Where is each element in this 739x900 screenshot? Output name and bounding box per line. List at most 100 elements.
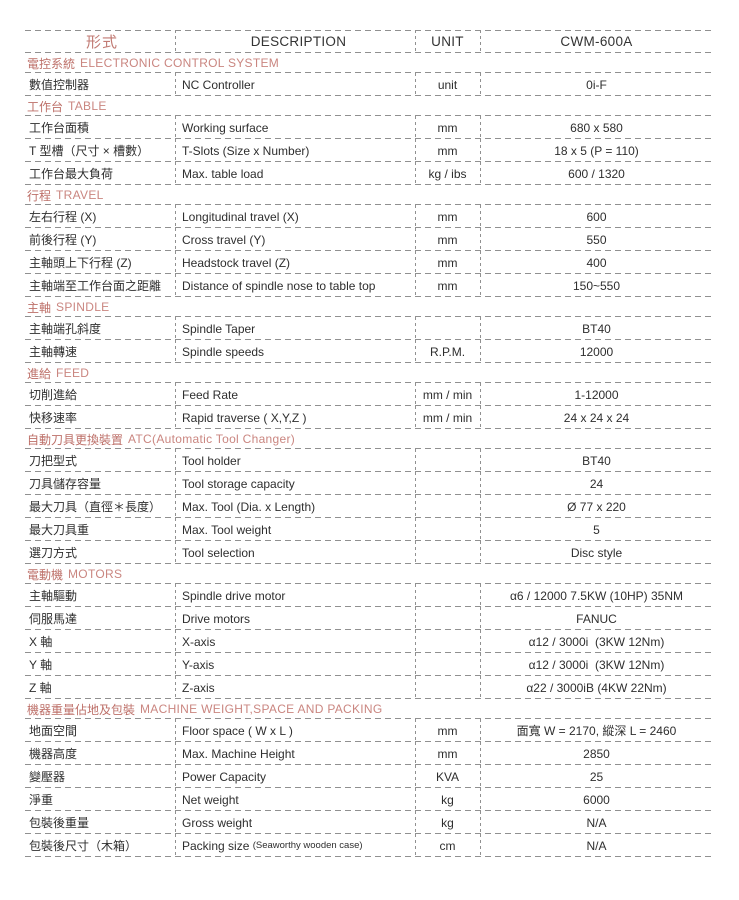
row-label: 包裝後重量	[29, 816, 90, 830]
row-value: 18 x 5 (P = 110)	[480, 139, 713, 162]
row-value: 24 x 24 x 24	[480, 406, 713, 429]
row-unit	[415, 541, 480, 564]
row-label: 主軸端孔斜度	[29, 322, 102, 336]
spec-row: 工作台最大負荷 Max. table load kg / ibs 600 / 1320	[25, 162, 713, 185]
spec-row: 地面空間 Floor space ( W x L ) mm 面寬 W = 2170, …	[25, 719, 713, 742]
row-description: Tool storage capacity	[175, 472, 415, 495]
row-description: Tool selection	[175, 541, 415, 564]
row-unit	[415, 653, 480, 676]
row-label: 工作台最大負荷	[29, 167, 114, 181]
spec-row: 機器高度 Max. Machine Height mm 2850	[25, 742, 713, 765]
row-label: T 型槽（尺寸 × 槽數）	[29, 144, 150, 158]
section-title-zh: 機器重量佔地及包裝	[27, 702, 136, 717]
row-description: Spindle Taper	[175, 317, 415, 340]
row-unit: mm	[415, 742, 480, 765]
row-description: Gross weight	[175, 811, 415, 834]
row-description: Headstock travel (Z)	[175, 251, 415, 274]
row-unit: kg	[415, 788, 480, 811]
row-unit	[415, 495, 480, 518]
row-label: X 軸	[29, 635, 53, 649]
row-label: 主軸轉速	[29, 345, 78, 359]
section-title-zh: 電動機	[27, 567, 64, 582]
row-label: 伺服馬達	[29, 612, 78, 626]
row-unit: mm	[415, 139, 480, 162]
row-description: Packing size (Seaworthy wooden case)	[175, 834, 415, 857]
spec-row: Y 軸 Y-axis α12 / 3000i (3KW 12Nm)	[25, 653, 713, 676]
spec-row: T 型槽（尺寸 × 槽數） T-Slots (Size x Number) mm 18…	[25, 139, 713, 162]
spec-row: 刀把型式 Tool holder BT40	[25, 449, 713, 472]
spec-row: X 軸 X-axis α12 / 3000i (3KW 12Nm)	[25, 630, 713, 653]
spec-row: 最大刀具重 Max. Tool weight 5	[25, 518, 713, 541]
row-label: 刀把型式	[29, 454, 78, 468]
row-value: N/A	[480, 811, 713, 834]
row-value: 600 / 1320	[480, 162, 713, 185]
section-header-row: 工作台 TABLE	[25, 96, 713, 116]
row-description: Distance of spindle nose to table top	[175, 274, 415, 297]
row-value: BT40	[480, 449, 713, 472]
section-header-row: 進給 FEED	[25, 363, 713, 383]
row-description: Max. Machine Height	[175, 742, 415, 765]
row-description: Power Capacity	[175, 765, 415, 788]
row-description: Rapid traverse ( X,Y,Z )	[175, 406, 415, 429]
row-description: Drive motors	[175, 607, 415, 630]
row-label: 淨重	[29, 793, 54, 807]
table-body: 電控系統 ELECTRONIC CONTROL SYSTEM 數值控制器 NC Con…	[25, 53, 713, 857]
row-unit	[415, 630, 480, 653]
row-value: 25	[480, 765, 713, 788]
row-value: 0i-F	[480, 73, 713, 96]
section-title-zh: 進給	[27, 366, 52, 381]
spec-row: 選刀方式 Tool selection Disc style	[25, 541, 713, 564]
spec-row: 左右行程 (X) Longitudinal travel (X) mm 600	[25, 205, 713, 228]
row-label: 選刀方式	[29, 546, 78, 560]
row-description: Cross travel (Y)	[175, 228, 415, 251]
spec-row: 主軸驅動 Spindle drive motor α6 / 12000 7.5KW …	[25, 584, 713, 607]
spec-row: 包裝後尺寸（木箱） Packing size (Seaworthy wooden …	[25, 834, 713, 857]
row-unit: mm / min	[415, 383, 480, 406]
spec-row: 刀具儲存容量 Tool storage capacity 24	[25, 472, 713, 495]
spec-row: 伺服馬達 Drive motors FANUC	[25, 607, 713, 630]
row-unit: mm	[415, 251, 480, 274]
section-title-zh: 自動刀具更換裝置	[27, 432, 124, 447]
row-label: 最大刀具重	[29, 523, 90, 537]
row-label: 變壓器	[29, 770, 66, 784]
row-unit: unit	[415, 73, 480, 96]
row-unit: mm	[415, 205, 480, 228]
row-description: Y-axis	[175, 653, 415, 676]
row-unit	[415, 584, 480, 607]
row-label: 前後行程 (Y)	[29, 233, 97, 247]
spec-row: 最大刀具（直徑＊長度） Max. Tool (Dia. x Length) Ø 77…	[25, 495, 713, 518]
section-title-en: ATC(Automatic Tool Changer)	[128, 432, 296, 446]
row-description-note: (Seaworthy wooden case)	[252, 840, 363, 851]
spec-row: 前後行程 (Y) Cross travel (Y) mm 550	[25, 228, 713, 251]
row-description: Longitudinal travel (X)	[175, 205, 415, 228]
section-title-en: TABLE	[68, 99, 107, 113]
spec-row: 快移速率 Rapid traverse ( X,Y,Z ) mm / min 24 x…	[25, 406, 713, 429]
header-description: DESCRIPTION	[175, 30, 415, 53]
section-title-en: FEED	[56, 366, 90, 380]
row-description: Max. Tool (Dia. x Length)	[175, 495, 415, 518]
row-description: Feed Rate	[175, 383, 415, 406]
section-title-en: MOTORS	[68, 567, 123, 581]
row-label: Z 軸	[29, 681, 52, 695]
spec-row: 變壓器 Power Capacity KVA 25	[25, 765, 713, 788]
row-description: NC Controller	[175, 73, 415, 96]
row-unit: kg	[415, 811, 480, 834]
row-label: 最大刀具（直徑＊長度）	[29, 500, 162, 514]
row-value: α6 / 12000 7.5KW (10HP) 35NM	[480, 584, 713, 607]
row-value: 5	[480, 518, 713, 541]
spec-row: 淨重 Net weight kg 6000	[25, 788, 713, 811]
section-title-zh: 行程	[27, 188, 52, 203]
row-description: Working surface	[175, 116, 415, 139]
section-header-row: 電動機 MOTORS	[25, 564, 713, 584]
spec-row: 主軸頭上下行程 (Z) Headstock travel (Z) mm 400	[25, 251, 713, 274]
row-description: T-Slots (Size x Number)	[175, 139, 415, 162]
row-label: 刀具儲存容量	[29, 477, 102, 491]
row-value: Disc style	[480, 541, 713, 564]
spec-row: 主軸端至工作台面之距離 Distance of spindle nose to t…	[25, 274, 713, 297]
row-value: 600	[480, 205, 713, 228]
spec-row: 工作台面積 Working surface mm 680 x 580	[25, 116, 713, 139]
row-description: Net weight	[175, 788, 415, 811]
header-model: CWM-600A	[480, 30, 713, 53]
section-header-row: 機器重量佔地及包裝 MACHINE WEIGHT,SPACE AND PACKIN…	[25, 699, 713, 719]
row-label: Y 軸	[29, 658, 53, 672]
